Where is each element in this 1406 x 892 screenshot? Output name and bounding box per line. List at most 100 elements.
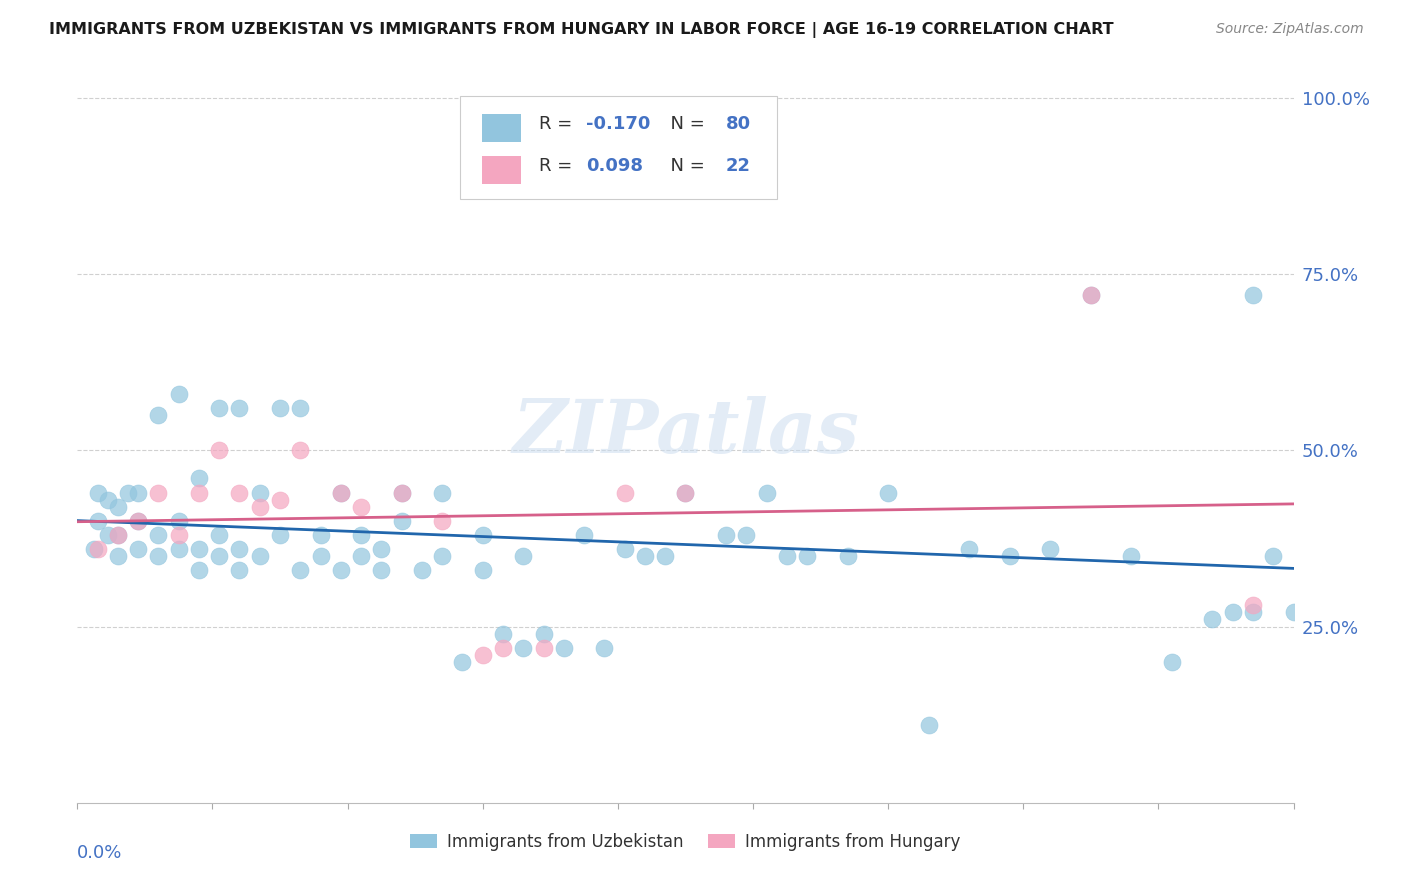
Text: 0.0%: 0.0% <box>77 844 122 862</box>
Point <box>391 485 413 500</box>
Point <box>127 541 149 556</box>
Text: 80: 80 <box>725 115 751 133</box>
Point <box>97 492 120 507</box>
Point <box>430 485 453 500</box>
Bar <box>482 156 522 184</box>
Point <box>208 443 231 458</box>
Point <box>228 485 250 500</box>
Point <box>675 485 697 500</box>
Point <box>1161 655 1184 669</box>
Point <box>249 500 271 514</box>
Point <box>167 541 190 556</box>
Point <box>167 387 190 401</box>
Point <box>957 541 980 556</box>
FancyBboxPatch shape <box>460 95 776 200</box>
Point <box>309 549 332 563</box>
Point <box>430 514 453 528</box>
Point <box>167 528 190 542</box>
Point <box>208 528 231 542</box>
Point <box>1080 288 1102 302</box>
Point <box>148 549 170 563</box>
Point <box>269 528 291 542</box>
Point <box>654 549 676 563</box>
Point <box>350 528 373 542</box>
Point <box>492 640 515 655</box>
Point <box>613 541 636 556</box>
Text: N =: N = <box>658 115 710 133</box>
Point <box>228 541 250 556</box>
Point <box>451 655 474 669</box>
Point <box>329 485 352 500</box>
Bar <box>482 113 522 142</box>
Point <box>998 549 1021 563</box>
Point <box>796 549 818 563</box>
Point <box>512 640 534 655</box>
Point <box>675 485 697 500</box>
Point <box>290 443 312 458</box>
Point <box>350 549 373 563</box>
Point <box>148 408 170 422</box>
Point <box>634 549 657 563</box>
Point <box>735 528 758 542</box>
Point <box>1241 599 1264 613</box>
Point <box>918 718 941 732</box>
Point <box>107 500 129 514</box>
Text: 0.098: 0.098 <box>586 157 643 175</box>
Point <box>208 401 231 415</box>
Point <box>127 514 149 528</box>
Point <box>370 563 392 577</box>
Text: IMMIGRANTS FROM UZBEKISTAN VS IMMIGRANTS FROM HUNGARY IN LABOR FORCE | AGE 16-19: IMMIGRANTS FROM UZBEKISTAN VS IMMIGRANTS… <box>49 22 1114 38</box>
Point <box>86 485 108 500</box>
Point <box>553 640 575 655</box>
Text: 22: 22 <box>725 157 751 175</box>
Point <box>350 500 373 514</box>
Point <box>290 563 312 577</box>
Point <box>269 401 291 415</box>
Point <box>430 549 453 563</box>
Point <box>329 485 352 500</box>
Point <box>86 514 108 528</box>
Point <box>290 401 312 415</box>
Point <box>533 640 555 655</box>
Point <box>471 563 494 577</box>
Point <box>1241 288 1264 302</box>
Point <box>97 528 120 542</box>
Point <box>1282 606 1305 620</box>
Point <box>249 549 271 563</box>
Text: R =: R = <box>540 157 578 175</box>
Point <box>1241 606 1264 620</box>
Point <box>1080 288 1102 302</box>
Text: -0.170: -0.170 <box>586 115 650 133</box>
Point <box>776 549 799 563</box>
Point <box>837 549 859 563</box>
Point <box>714 528 737 542</box>
Point <box>391 514 413 528</box>
Point <box>127 485 149 500</box>
Text: ZIPatlas: ZIPatlas <box>512 396 859 469</box>
Point <box>370 541 392 556</box>
Point <box>249 485 271 500</box>
Text: Source: ZipAtlas.com: Source: ZipAtlas.com <box>1216 22 1364 37</box>
Point <box>1039 541 1062 556</box>
Point <box>228 563 250 577</box>
Point <box>117 485 139 500</box>
Point <box>533 626 555 640</box>
Point <box>755 485 778 500</box>
Point <box>613 485 636 500</box>
Point <box>1201 612 1223 626</box>
Point <box>391 485 413 500</box>
Point <box>107 528 129 542</box>
Point <box>492 626 515 640</box>
Text: N =: N = <box>658 157 710 175</box>
Point <box>309 528 332 542</box>
Point <box>167 514 190 528</box>
Point <box>107 528 129 542</box>
Point <box>228 401 250 415</box>
Point <box>593 640 616 655</box>
Point <box>188 563 211 577</box>
Point <box>411 563 433 577</box>
Point <box>188 471 211 485</box>
Point <box>83 541 105 556</box>
Point <box>329 563 352 577</box>
Point <box>1222 606 1244 620</box>
